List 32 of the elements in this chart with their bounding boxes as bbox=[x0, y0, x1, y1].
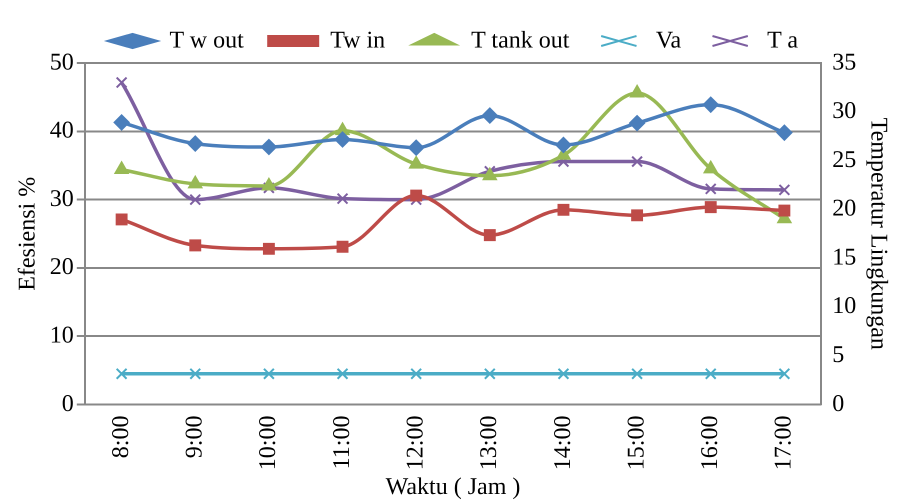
y2-axis-title: Temperatur Lingkungan bbox=[865, 118, 892, 350]
y2-tick-label: 35 bbox=[832, 49, 856, 76]
legend-label: T w out bbox=[170, 27, 244, 54]
legend-label: Va bbox=[656, 27, 682, 54]
x-tick-label: 11:00 bbox=[328, 416, 355, 470]
x-axis-title: Waktu ( Jam ) bbox=[386, 474, 520, 500]
x-tick-label: 13:00 bbox=[476, 416, 502, 470]
x-tick-label: 15:00 bbox=[623, 416, 650, 470]
y-tick-label: 40 bbox=[50, 118, 74, 144]
y-tick-label: 50 bbox=[50, 49, 74, 76]
legend-label: T tank out bbox=[471, 27, 570, 54]
x-tick-label: 12:00 bbox=[402, 416, 428, 470]
y2-tick-label: 20 bbox=[832, 196, 856, 222]
y-tick-label: 30 bbox=[50, 186, 74, 212]
y-tick-label: 20 bbox=[50, 254, 74, 280]
x-tick-label: 17:00 bbox=[770, 416, 797, 470]
x-tick-label: 14:00 bbox=[550, 416, 576, 470]
y-axis-title: Efesiensi % bbox=[14, 176, 41, 291]
y2-tick-label: 15 bbox=[832, 244, 856, 270]
y2-tick-label: 10 bbox=[832, 293, 856, 320]
y2-tick-label: 30 bbox=[832, 98, 856, 124]
y-tick-label: 0 bbox=[62, 390, 74, 417]
x-tick-label: 8:00 bbox=[108, 416, 134, 458]
x-tick-label: 16:00 bbox=[697, 416, 724, 470]
y2-tick-label: 25 bbox=[832, 146, 856, 173]
legend-label: T a bbox=[767, 27, 798, 54]
legend-label: Tw in bbox=[330, 27, 386, 54]
x-tick-label: 9:00 bbox=[182, 416, 208, 458]
y2-tick-label: 5 bbox=[832, 342, 844, 368]
x-tick-label: 10:00 bbox=[255, 416, 282, 470]
y-tick-label: 10 bbox=[50, 322, 74, 349]
y2-tick-label: 0 bbox=[832, 390, 844, 417]
